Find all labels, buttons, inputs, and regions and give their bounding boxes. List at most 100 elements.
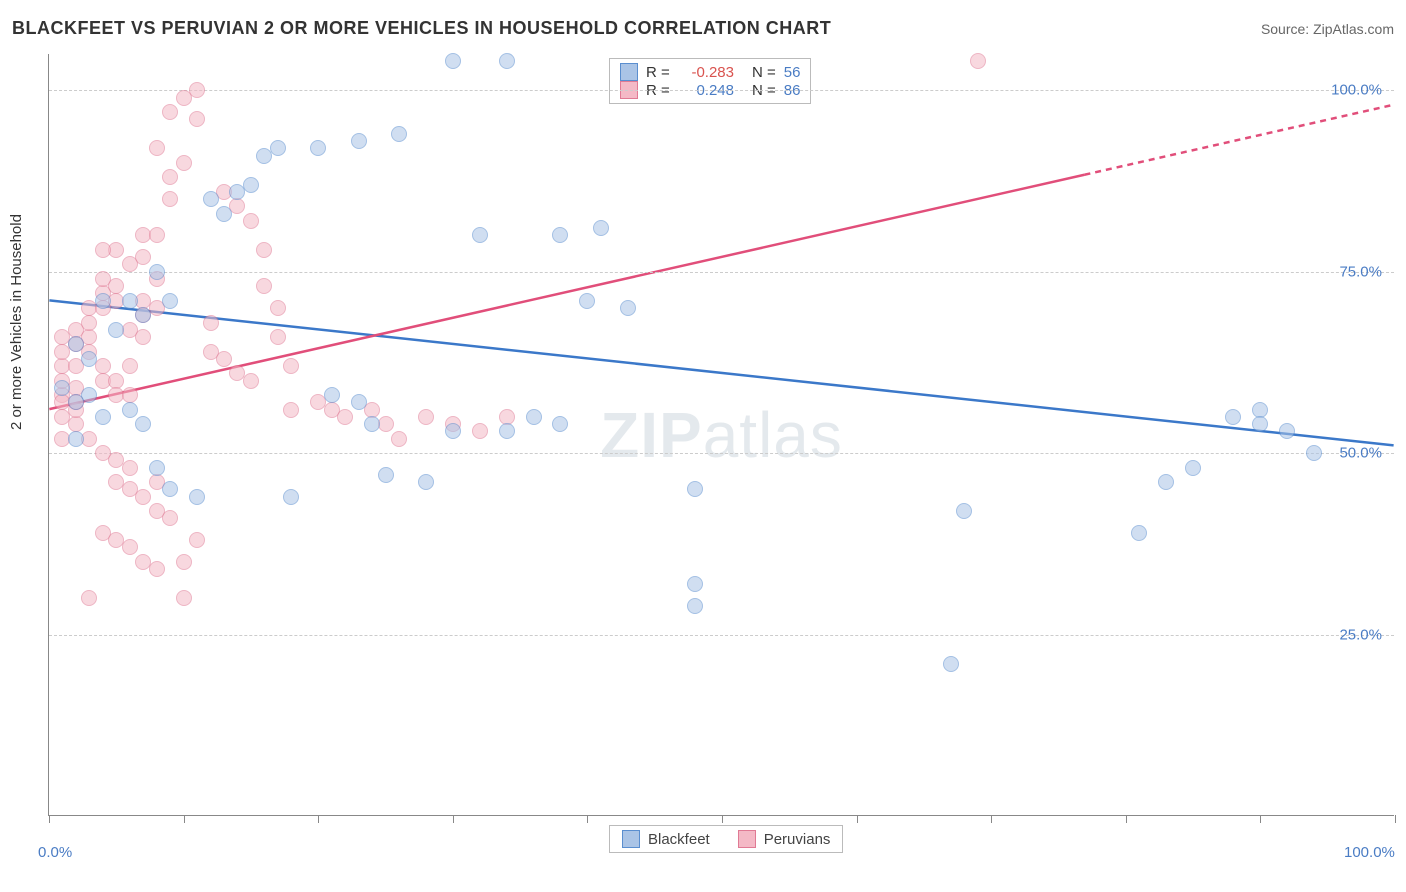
data-point-blackfeet — [687, 598, 703, 614]
n-label: N = — [752, 64, 776, 81]
data-point-peruvian — [135, 489, 151, 505]
legend-row-blackfeet: R = -0.283 N = 56 — [620, 63, 800, 81]
data-point-peruvian — [176, 155, 192, 171]
data-point-blackfeet — [135, 307, 151, 323]
y-tick-label: 25.0% — [1339, 626, 1382, 643]
data-point-peruvian — [135, 249, 151, 265]
data-point-blackfeet — [135, 416, 151, 432]
data-point-peruvian — [162, 191, 178, 207]
data-point-blackfeet — [552, 416, 568, 432]
data-point-peruvian — [189, 82, 205, 98]
data-point-blackfeet — [1131, 525, 1147, 541]
legend-item-peruvians: Peruvians — [738, 830, 831, 848]
data-point-peruvian — [149, 140, 165, 156]
data-point-peruvian — [81, 315, 97, 331]
data-point-blackfeet — [203, 191, 219, 207]
data-point-blackfeet — [1225, 409, 1241, 425]
data-point-blackfeet — [499, 53, 515, 69]
data-point-blackfeet — [216, 206, 232, 222]
x-tick — [1395, 815, 1396, 823]
data-point-blackfeet — [943, 656, 959, 672]
data-point-blackfeet — [391, 126, 407, 142]
data-point-peruvian — [162, 169, 178, 185]
trend-lines — [49, 54, 1394, 815]
data-point-blackfeet — [1158, 474, 1174, 490]
data-point-blackfeet — [81, 351, 97, 367]
data-point-blackfeet — [68, 336, 84, 352]
legend-label: Peruvians — [764, 831, 831, 848]
data-point-peruvian — [283, 358, 299, 374]
data-point-peruvian — [256, 242, 272, 258]
data-point-blackfeet — [418, 474, 434, 490]
x-tick — [318, 815, 319, 823]
r-value: -0.283 — [684, 64, 734, 81]
data-point-blackfeet — [687, 576, 703, 592]
data-point-blackfeet — [552, 227, 568, 243]
data-point-peruvian — [391, 431, 407, 447]
x-tick — [49, 815, 50, 823]
watermark: ZIPatlas — [600, 398, 843, 472]
data-point-peruvian — [337, 409, 353, 425]
data-point-peruvian — [149, 227, 165, 243]
data-point-peruvian — [95, 242, 111, 258]
y-tick-label: 50.0% — [1339, 445, 1382, 462]
data-point-peruvian — [270, 300, 286, 316]
gridline — [49, 453, 1394, 454]
y-axis-label: 2 or more Vehicles in Household — [8, 214, 25, 430]
y-tick-label: 75.0% — [1339, 263, 1382, 280]
data-point-blackfeet — [149, 460, 165, 476]
data-point-blackfeet — [162, 481, 178, 497]
data-point-blackfeet — [351, 394, 367, 410]
x-tick — [587, 815, 588, 823]
data-point-peruvian — [81, 590, 97, 606]
scatter-plot-area: ZIPatlas R = -0.283 N = 56 R = 0.248 N =… — [48, 54, 1394, 816]
x-tick — [453, 815, 454, 823]
data-point-blackfeet — [620, 300, 636, 316]
x-axis-max-label: 100.0% — [1344, 844, 1395, 861]
data-point-peruvian — [283, 402, 299, 418]
data-point-peruvian — [216, 351, 232, 367]
x-tick — [1126, 815, 1127, 823]
correlation-legend: R = -0.283 N = 56 R = 0.248 N = 86 — [609, 58, 811, 104]
data-point-peruvian — [189, 532, 205, 548]
data-point-peruvian — [162, 510, 178, 526]
data-point-peruvian — [122, 358, 138, 374]
data-point-peruvian — [256, 278, 272, 294]
data-point-peruvian — [243, 373, 259, 389]
data-point-peruvian — [176, 554, 192, 570]
data-point-blackfeet — [1252, 416, 1268, 432]
data-point-blackfeet — [956, 503, 972, 519]
x-tick — [991, 815, 992, 823]
data-point-blackfeet — [95, 293, 111, 309]
data-point-blackfeet — [472, 227, 488, 243]
data-point-peruvian — [122, 539, 138, 555]
gridline — [49, 90, 1394, 91]
x-tick — [722, 815, 723, 823]
x-tick — [184, 815, 185, 823]
gridline — [49, 635, 1394, 636]
data-point-peruvian — [203, 315, 219, 331]
y-tick-label: 100.0% — [1331, 82, 1382, 99]
swatch-blue — [622, 830, 640, 848]
data-point-blackfeet — [445, 53, 461, 69]
source-attribution: Source: ZipAtlas.com — [1261, 21, 1394, 37]
data-point-peruvian — [162, 104, 178, 120]
x-tick — [1260, 815, 1261, 823]
data-point-blackfeet — [95, 409, 111, 425]
data-point-peruvian — [149, 561, 165, 577]
data-point-blackfeet — [162, 293, 178, 309]
series-legend: Blackfeet Peruvians — [609, 825, 843, 853]
data-point-peruvian — [970, 53, 986, 69]
x-axis-min-label: 0.0% — [38, 844, 72, 861]
data-point-peruvian — [108, 278, 124, 294]
gridline — [49, 272, 1394, 273]
data-point-peruvian — [135, 329, 151, 345]
data-point-blackfeet — [108, 322, 124, 338]
data-point-blackfeet — [1279, 423, 1295, 439]
legend-label: Blackfeet — [648, 831, 710, 848]
data-point-blackfeet — [499, 423, 515, 439]
data-point-blackfeet — [149, 264, 165, 280]
x-tick — [857, 815, 858, 823]
data-point-blackfeet — [324, 387, 340, 403]
data-point-blackfeet — [1306, 445, 1322, 461]
